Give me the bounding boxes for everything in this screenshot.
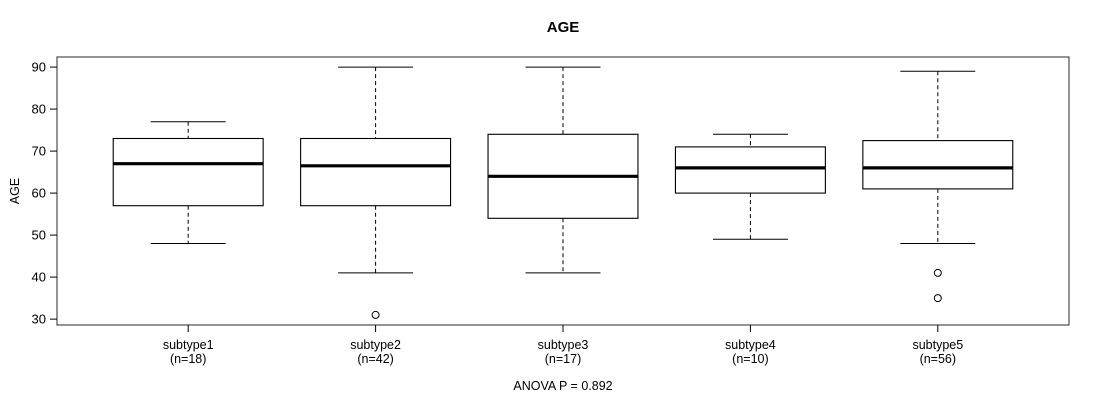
group-label: subtype2: [350, 338, 401, 352]
y-tick-label: 30: [32, 312, 46, 327]
y-tick-label: 50: [32, 228, 46, 243]
anova-note: ANOVA P = 0.892: [513, 379, 613, 393]
y-tick-label: 90: [32, 60, 46, 75]
chart-title: AGE: [546, 19, 580, 36]
y-tick-label: 80: [32, 102, 46, 117]
group-label: subtype3: [538, 338, 589, 352]
outlier-point: [933, 268, 942, 277]
iqr-box: [300, 137, 452, 207]
outlier-point: [371, 310, 380, 319]
y-tick-label: 70: [32, 144, 46, 159]
outlier-point: [933, 294, 942, 303]
group-label: subtype4: [725, 338, 776, 352]
group-n-label: (n=17): [545, 352, 581, 366]
y-tick-label: 40: [32, 270, 46, 285]
group-label: subtype1: [163, 338, 214, 352]
group-label: subtype5: [912, 338, 963, 352]
group-n-label: (n=10): [732, 352, 768, 366]
y-tick-label: 60: [32, 186, 46, 201]
group-n-label: (n=42): [357, 352, 393, 366]
iqr-box: [674, 146, 826, 194]
iqr-box: [112, 137, 264, 207]
group-n-label: (n=56): [920, 352, 956, 366]
group-n-label: (n=18): [170, 352, 206, 366]
iqr-box: [862, 140, 1014, 190]
